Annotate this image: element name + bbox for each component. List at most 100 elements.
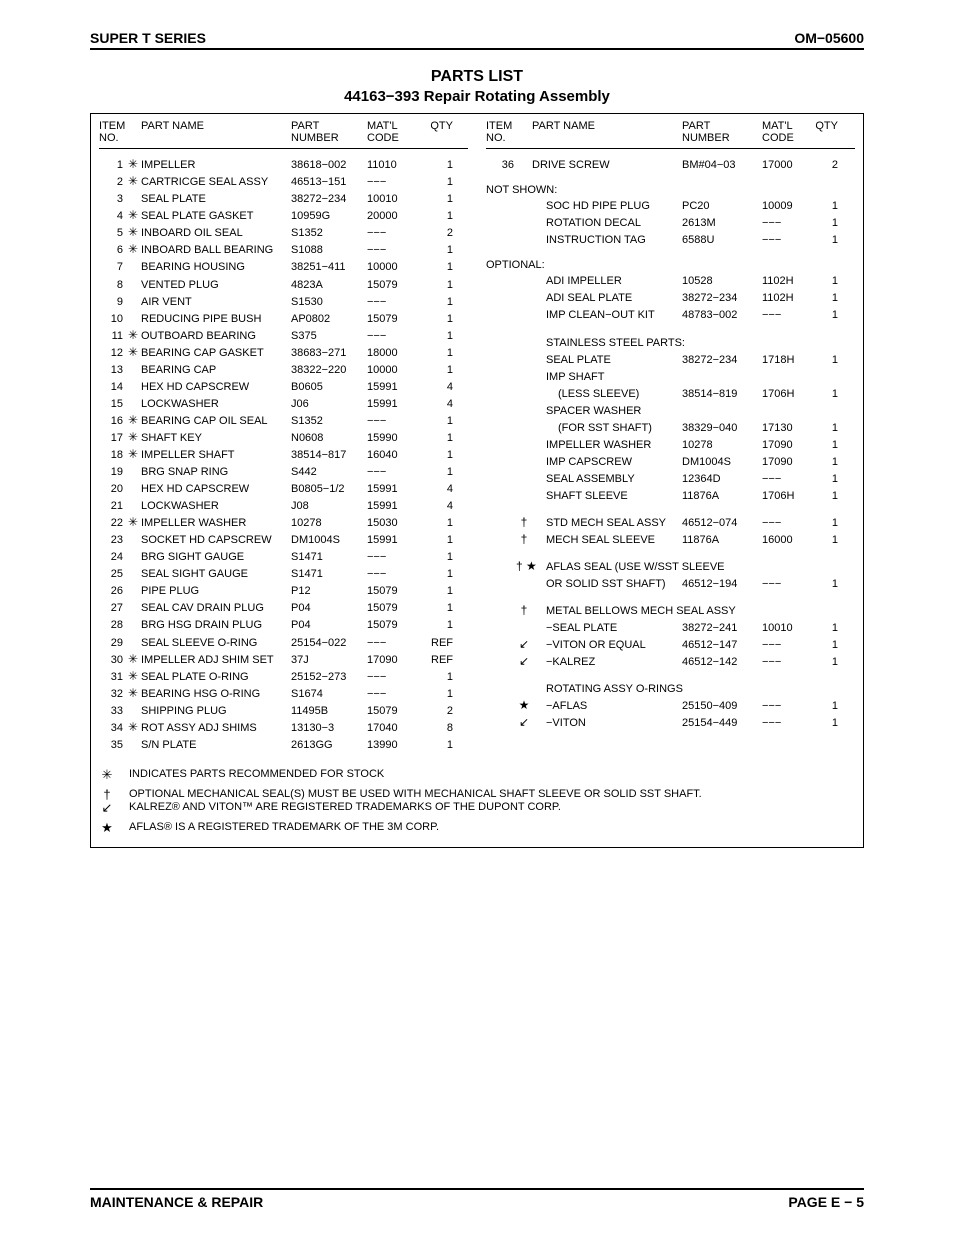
qty: 1	[812, 215, 842, 232]
part-number	[682, 603, 762, 620]
qty: 1	[419, 686, 457, 703]
qty: REF	[419, 635, 457, 652]
qty: 1	[419, 549, 457, 566]
table-row: 8 VENTED PLUG 4823A 15079 1	[99, 277, 468, 294]
matl-code: −−−	[762, 637, 812, 654]
matl-code: 1102H	[762, 290, 812, 307]
matl-code: 10000	[367, 362, 419, 379]
table-row: ↙ −VITON OR EQUAL 46512−147 −−− 1	[486, 637, 855, 654]
table-row: 32 ✳ BEARING HSG O-RING S1674 −−− 1	[99, 686, 468, 703]
qty: 1	[419, 583, 457, 600]
part-name: SOC HD PIPE PLUG	[532, 198, 682, 215]
qty: 1	[419, 328, 457, 345]
matl-code: 1706H	[762, 488, 812, 505]
stock-symbol: ✳	[125, 430, 141, 447]
table-row: 20 HEX HD CAPSCREW B0805−1/2 15991 4	[99, 481, 468, 498]
qty: 1	[419, 737, 457, 754]
qty: 2	[419, 225, 457, 242]
item-no: 20	[99, 481, 125, 498]
part-number: 46513−151	[291, 174, 367, 191]
item-no: 31	[99, 669, 125, 686]
stock-symbol	[516, 352, 532, 369]
matl-code: 17040	[367, 720, 419, 737]
table-row: (LESS SLEEVE) 38514−819 1706H 1	[486, 386, 855, 403]
matl-code: 15991	[367, 498, 419, 515]
matl-code: 20000	[367, 208, 419, 225]
qty: 1	[419, 157, 457, 174]
part-name: SEAL SIGHT GAUGE	[141, 566, 291, 583]
part-name: ROTATION DECAL	[532, 215, 682, 232]
header-right: OM−05600	[794, 30, 864, 46]
qty: 1	[812, 715, 842, 732]
part-number: 2613M	[682, 215, 762, 232]
table-row: 36 DRIVE SCREW BM#04−03 17000 2	[486, 157, 855, 174]
part-number: 38618−002	[291, 157, 367, 174]
stock-symbol: ✳	[125, 652, 141, 669]
part-number: 11876A	[682, 488, 762, 505]
matl-code: 15079	[367, 583, 419, 600]
qty: REF	[419, 652, 457, 669]
table-row: −SEAL PLATE 38272−241 10010 1	[486, 620, 855, 637]
footnote: ↙KALREZ® AND VITON™ ARE REGISTERED TRADE…	[99, 801, 855, 815]
qty: 1	[419, 242, 457, 259]
item-no: 1	[99, 157, 125, 174]
part-name: BRG HSG DRAIN PLUG	[141, 617, 291, 634]
part-name: SEAL SLEEVE O-RING	[141, 635, 291, 652]
qty: 1	[419, 259, 457, 276]
part-name: IMPELLER SHAFT	[141, 447, 291, 464]
stock-symbol: ✳	[125, 447, 141, 464]
item-no	[486, 420, 516, 437]
qty: 1	[812, 454, 842, 471]
part-name: −SEAL PLATE	[532, 620, 682, 637]
footnote: †OPTIONAL MECHANICAL SEAL(S) MUST BE USE…	[99, 788, 855, 802]
item-no	[486, 715, 516, 732]
item-no: 30	[99, 652, 125, 669]
part-name: IMP CLEAN−OUT KIT	[532, 307, 682, 324]
table-row: 29 SEAL SLEEVE O-RING 25154−022 −−− REF	[99, 635, 468, 652]
item-no	[486, 403, 516, 420]
table-row: 22 ✳ IMPELLER WASHER 10278 15030 1	[99, 515, 468, 532]
part-number	[682, 559, 762, 576]
table-row: 11 ✳ OUTBOARD BEARING S375 −−− 1	[99, 328, 468, 345]
stock-symbol	[516, 403, 532, 420]
qty: 1	[419, 362, 457, 379]
part-number: 38251−411	[291, 259, 367, 276]
table-row: 5 ✳ INBOARD OIL SEAL S1352 −−− 2	[99, 225, 468, 242]
matl-code: 15079	[367, 311, 419, 328]
part-name: −VITON OR EQUAL	[532, 637, 682, 654]
item-no	[486, 369, 516, 386]
table-row: ROTATION DECAL 2613M −−− 1	[486, 215, 855, 232]
matl-code: −−−	[367, 549, 419, 566]
part-number: 25150−409	[682, 698, 762, 715]
part-number: 46512−194	[682, 576, 762, 593]
matl-code: 15079	[367, 703, 419, 720]
table-row: 18 ✳ IMPELLER SHAFT 38514−817 16040 1	[99, 447, 468, 464]
part-name: (LESS SLEEVE)	[532, 386, 682, 403]
table-row: † ★ AFLAS SEAL (USE W/SST SLEEVE	[486, 559, 855, 576]
matl-code	[762, 403, 812, 420]
table-row: 23 SOCKET HD CAPSCREW DM1004S 15991 1	[99, 532, 468, 549]
part-number: AP0802	[291, 311, 367, 328]
part-name: AIR VENT	[141, 294, 291, 311]
stock-symbol: †	[516, 603, 532, 620]
part-name: CARTRICGE SEAL ASSY	[141, 174, 291, 191]
stock-symbol	[516, 157, 532, 174]
qty: 1	[419, 447, 457, 464]
part-number: 6588U	[682, 232, 762, 249]
item-no: 21	[99, 498, 125, 515]
part-name: ROT ASSY ADJ SHIMS	[141, 720, 291, 737]
note-symbol-icon: †	[99, 788, 115, 801]
note-text: INDICATES PARTS RECOMMENDED FOR STOCK	[129, 768, 384, 782]
stock-symbol: † ★	[516, 559, 532, 576]
matl-code	[762, 603, 812, 620]
table-row: 9 AIR VENT S1530 −−− 1	[99, 294, 468, 311]
matl-code: −−−	[367, 635, 419, 652]
stock-symbol	[516, 307, 532, 324]
item-no: 32	[99, 686, 125, 703]
part-number: B0805−1/2	[291, 481, 367, 498]
qty: 4	[419, 481, 457, 498]
part-name: IMPELLER WASHER	[141, 515, 291, 532]
part-name: IMPELLER WASHER	[532, 437, 682, 454]
table-row: † MECH SEAL SLEEVE 11876A 16000 1	[486, 532, 855, 549]
qty: 1	[812, 654, 842, 671]
